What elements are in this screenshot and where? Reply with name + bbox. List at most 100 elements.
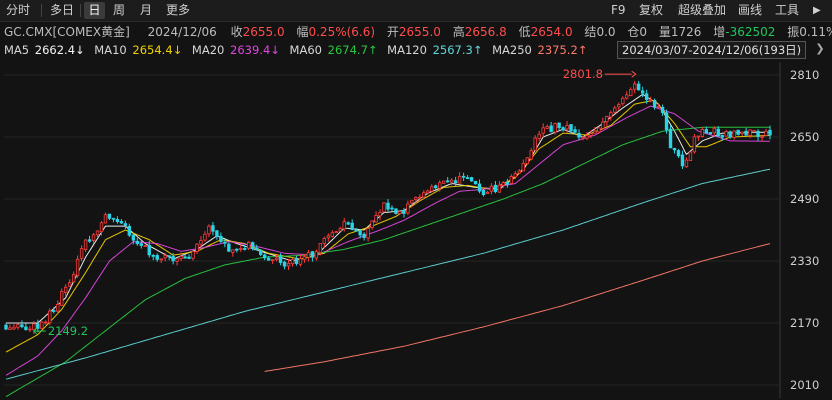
tab-daily[interactable]: 日 [84,2,105,19]
candle-body [195,243,199,252]
candle-body [390,207,394,210]
candle-body [410,199,414,204]
candle-body [668,128,673,149]
overlay-button[interactable]: 超级叠加 [678,3,727,17]
candle-body [8,327,12,331]
candle-body [680,154,685,167]
candle-body [593,130,597,134]
candle-body [298,258,303,265]
candle-body [207,225,211,235]
candle-body [79,248,84,259]
y-tick-label: 2490 [790,192,819,206]
candle-body [52,310,56,313]
candle-body [636,83,641,91]
candle-body [306,252,311,258]
tab-more[interactable]: 更多 [166,3,191,17]
candle-body [199,240,203,245]
candle-body [549,125,553,133]
candle-body [633,83,637,90]
candle-body [740,131,744,135]
candle-body [589,133,593,136]
candle-body [91,234,96,241]
candle-body [302,256,307,260]
candle-body [605,115,609,123]
amplitude-value: 0.11% [799,25,832,39]
candle-body [656,106,661,108]
candle-body [119,221,124,224]
candle-body [179,255,183,259]
candle-body [426,190,430,194]
candle-body [565,125,569,130]
candle-body [56,303,60,312]
moving-average-layer [5,93,771,398]
candle-body [274,257,279,260]
candle-body [4,324,8,330]
candle-body [44,321,48,324]
candle-body [621,97,625,105]
f9-button[interactable]: F9 [611,3,626,17]
candle-body [36,323,40,329]
toolbar-divider [80,4,81,17]
chevron-right-icon[interactable]: ▶ [813,5,821,16]
candle-body [326,235,331,239]
candle-body [386,202,390,210]
candle-body [243,248,247,250]
candle-body [278,256,283,263]
candle-body [394,208,398,214]
candle-body [354,229,358,232]
ma-line-ma60 [5,126,770,398]
candle-body [497,184,502,193]
tools-button[interactable]: 工具 [775,3,800,17]
date-range-selector[interactable]: 2024/03/07-2024/12/06(193日) [617,41,807,59]
candle-body [310,251,315,258]
candle-body [597,127,601,133]
candle-body [501,182,506,186]
candle-body [716,128,720,137]
candle-body [286,262,291,267]
candle-body [465,177,470,180]
tab-multi-day[interactable]: 多日 [50,3,75,17]
candle-body [708,132,713,135]
candle-body [577,132,581,138]
candle-body [509,176,514,184]
candle-body [103,214,108,224]
candle-body [525,157,529,165]
candle-body [442,180,446,184]
candle-body [676,150,681,157]
candle-body [601,121,605,129]
candle-body [720,134,724,138]
candlestick-chart[interactable]: 2810 2650 2490 2330 2170 2010 2801.8 2149.2 [0,60,832,400]
candle-body [453,180,458,184]
quote-bar: GC.CMX[COMEX黄金] 2024/12/06 收2655.0 幅0.25… [4,23,832,41]
candle-body [28,328,32,331]
candle-body [270,259,275,262]
candle-body [724,131,728,137]
candle-body [688,151,693,162]
candle-body [342,221,346,230]
tab-monthly[interactable]: 月 [140,3,153,17]
candle-body [135,240,140,245]
candle-body [521,162,525,172]
candle-body [541,127,545,134]
candle-body [127,225,132,236]
scroll-right-icon[interactable]: ❯ [815,42,825,55]
candle-body [75,258,80,276]
candle-body [330,232,334,237]
candle-body [159,258,163,261]
candle-body [16,324,20,328]
toolbar-divider [41,4,42,17]
candle-body [545,126,549,129]
close-label: 收 [230,25,243,39]
candle-body [664,112,669,131]
adjust-button[interactable]: 复权 [639,3,664,17]
candle-body [764,130,768,136]
symbol-name: GC.CMX[COMEX黄金] [4,25,130,39]
candle-body [350,222,354,230]
tab-intraday[interactable]: 分时 [6,3,31,17]
draw-line-button[interactable]: 画线 [738,3,763,17]
candle-body [24,326,28,330]
arrow-right-icon [631,70,637,78]
low-price-label: 2149.2 [48,324,88,338]
low-value: 2654.0 [530,25,573,39]
tab-weekly[interactable]: 周 [113,3,126,17]
